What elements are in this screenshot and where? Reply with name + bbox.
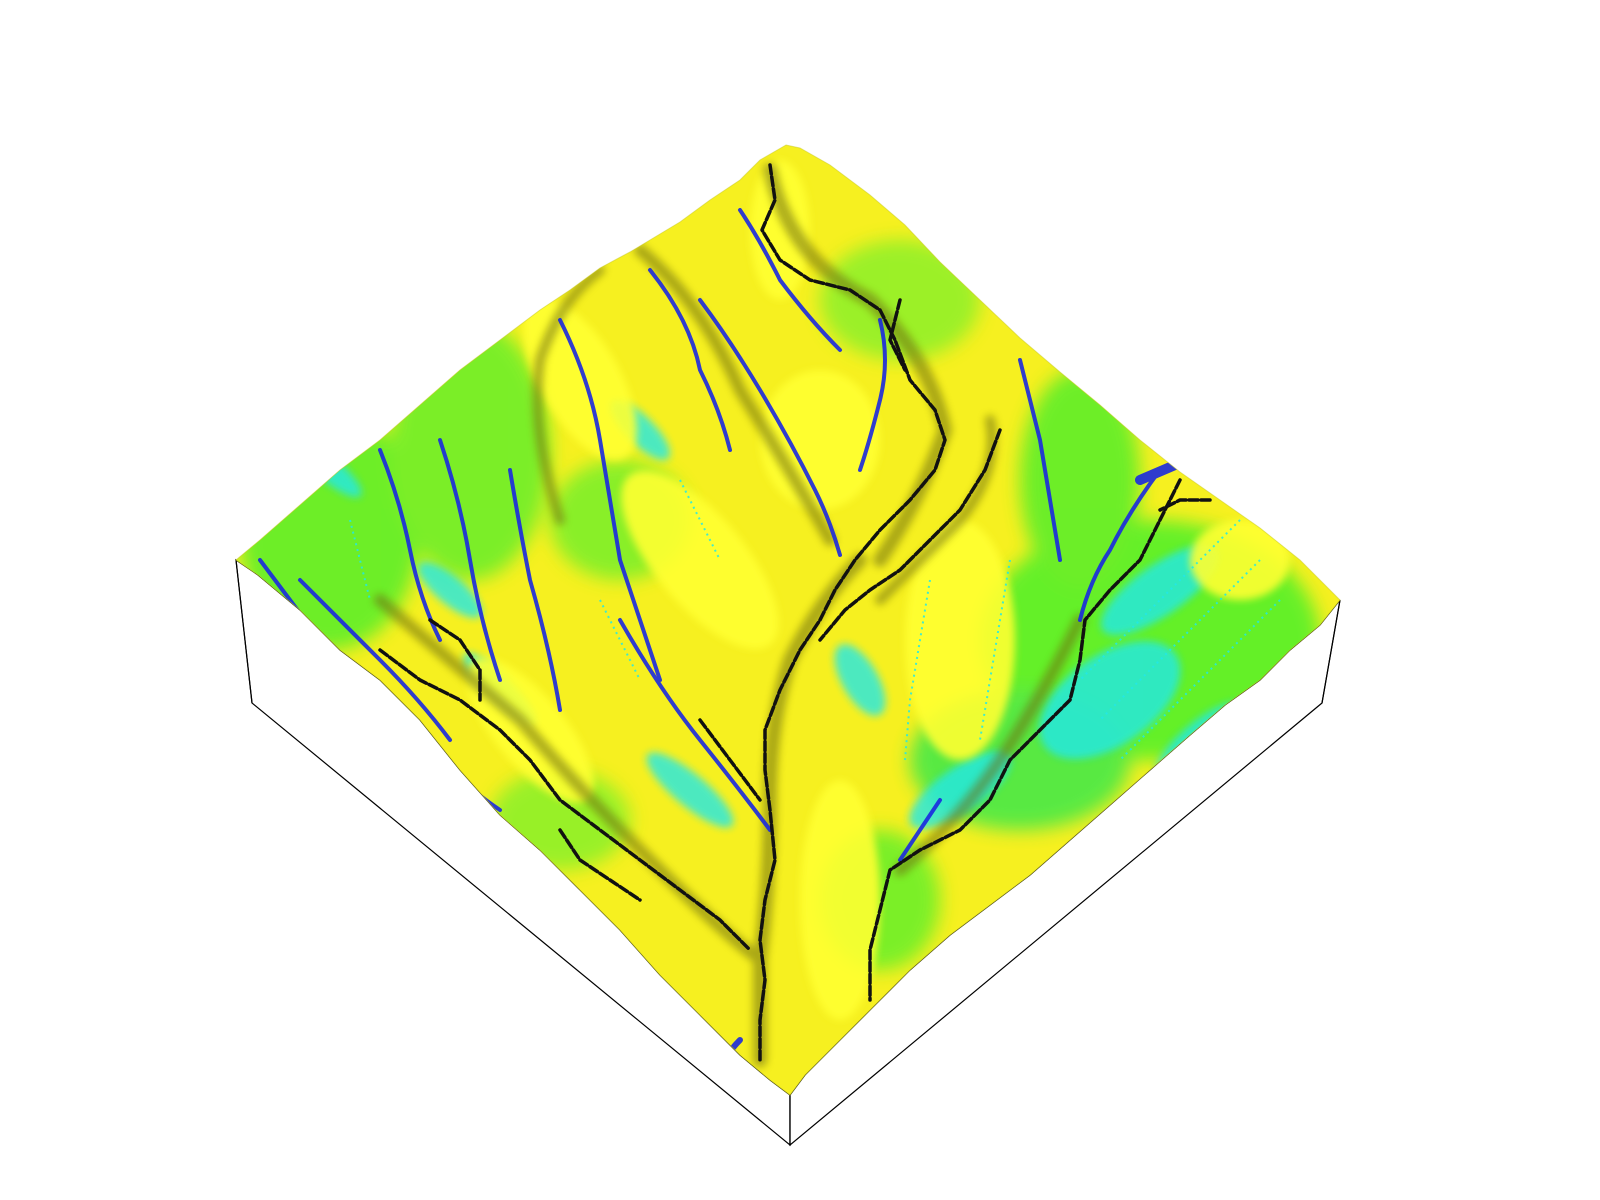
box-right-edge — [1321, 599, 1341, 704]
terrain-surface — [236, 145, 1340, 1095]
black-channels — [378, 163, 1212, 1062]
tributary-dots — [349, 479, 1281, 761]
hollow-zones — [298, 400, 1244, 829]
box-left-edge — [235, 559, 253, 704]
